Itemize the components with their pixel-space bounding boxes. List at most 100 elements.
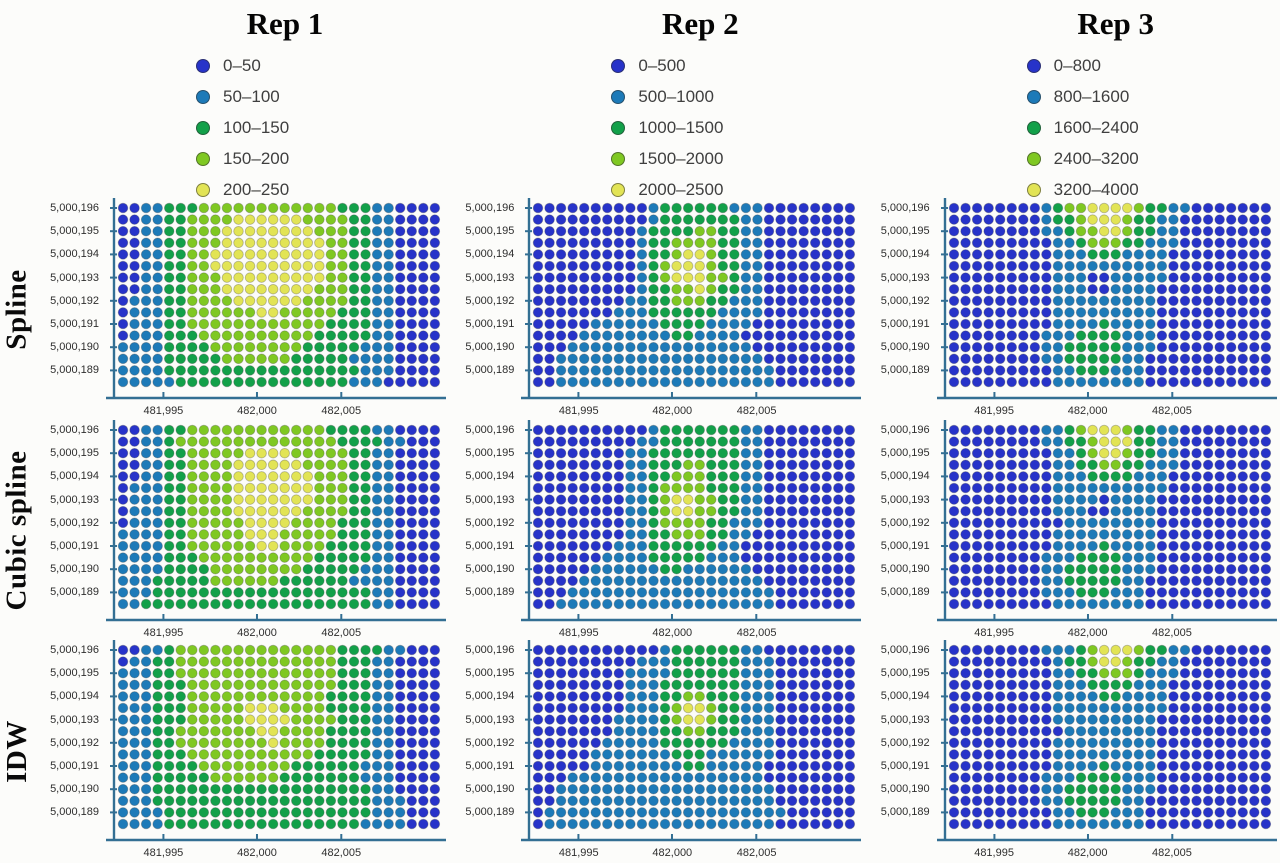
data-dot [210,249,221,260]
data-dot [406,749,418,760]
data-dot [556,283,567,295]
data-dot [983,341,994,353]
data-dot [556,272,567,283]
data-dot [729,272,740,283]
data-dot [1248,563,1260,575]
data-dot [360,783,371,795]
data-dot [787,494,798,505]
data-dot [371,459,383,471]
data-dot [279,447,290,459]
data-dot [637,760,648,772]
data-dot [1214,563,1225,575]
data-dot [1237,424,1248,436]
data-dot [175,587,186,598]
data-dot [648,202,660,214]
data-dot [129,517,140,529]
data-dot [325,471,337,482]
data-dot [221,237,233,249]
data-dot [637,749,648,760]
y-tick-label: 5,000,193 [50,493,99,506]
data-dot [1121,482,1133,494]
data-dot [314,644,325,656]
data-dot [429,656,441,667]
data-dot [1190,772,1202,783]
data-dot [648,376,660,388]
data-dot [140,656,152,667]
data-dot [279,760,290,772]
data-dot [325,237,337,249]
data-dot [163,598,175,610]
data-dot [660,318,671,330]
data-dot [1190,341,1202,353]
data-dot [556,667,567,679]
data-dot [117,376,129,388]
data-dot [752,587,764,598]
data-dot [1017,772,1029,783]
data-dot [279,679,290,691]
data-dot [590,482,602,494]
data-dot [1214,714,1225,725]
data-dot [556,447,567,459]
y-tick-label: 5,000,189 [465,586,515,599]
data-dot [360,737,371,749]
data-dot [1260,783,1271,795]
data-dot [418,552,429,563]
data-dot [221,436,233,447]
data-dot [406,587,418,598]
data-dot [1040,447,1052,459]
data-dot [660,307,671,318]
data-dot [325,225,337,237]
data-dot [1087,575,1098,587]
data-dot [117,563,129,575]
data-dot [660,376,671,388]
data-dot [602,772,613,783]
data-dot [221,807,233,818]
data-dot [971,818,983,830]
data-dot [717,353,729,365]
data-dot [290,249,302,260]
data-dot [844,783,856,795]
data-dot [1029,540,1040,552]
data-dot [671,587,683,598]
data-dot [256,552,267,563]
data-dot [1006,505,1017,517]
data-dot [394,471,406,482]
data-dot [302,587,314,598]
data-dot [210,214,221,225]
data-dot [810,341,821,353]
data-dot [233,529,244,540]
data-dot [544,818,556,830]
data-dot [787,737,798,749]
data-dot [1133,818,1144,830]
data-dot [625,540,636,552]
data-dot [1040,341,1052,353]
data-dot [1087,341,1098,353]
data-dot [1121,679,1133,691]
data-dot [1248,691,1260,702]
data-dot [983,760,994,772]
data-dot [348,494,360,505]
data-dot [810,725,821,737]
data-dot [1156,283,1167,295]
data-dot [198,202,210,214]
data-dot [637,818,648,830]
data-dot [1052,575,1063,587]
data-dot [1133,760,1144,772]
data-dot [729,783,740,795]
data-dot [983,679,994,691]
data-dot [959,540,971,552]
data-dot [244,237,256,249]
data-dot [1133,517,1144,529]
data-dot [1248,249,1260,260]
data-dot [648,725,660,737]
data-dot [1260,818,1271,830]
data-dot [383,283,394,295]
data-dot [613,376,625,388]
data-dot [660,807,671,818]
data-dot [371,818,383,830]
data-dot [1121,249,1133,260]
data-dot [1144,575,1156,587]
data-dot [567,540,579,552]
data-dot [383,272,394,283]
y-tick-label: 5,000,190 [50,341,99,354]
